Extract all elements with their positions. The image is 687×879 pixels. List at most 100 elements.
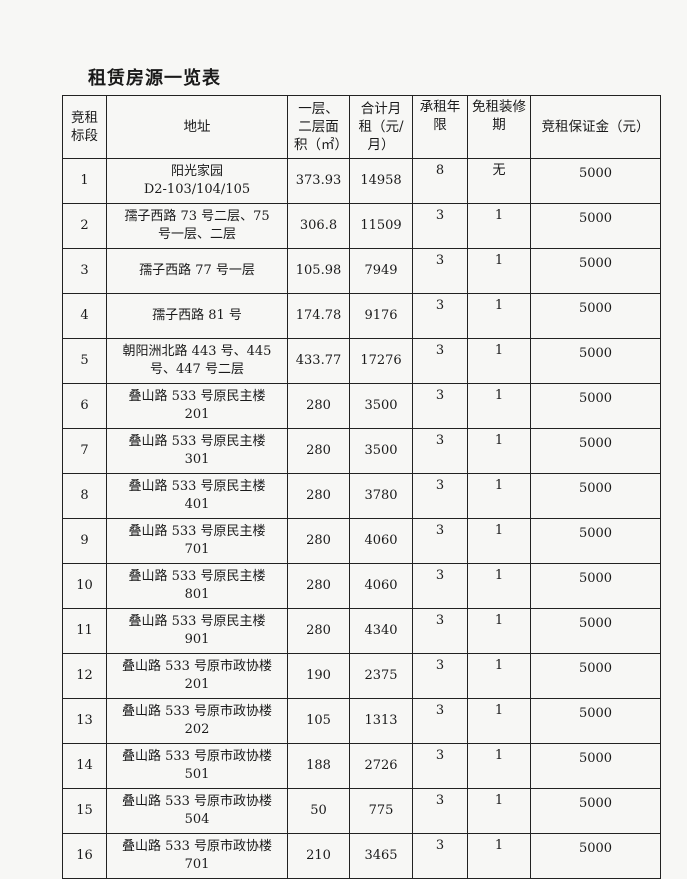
lease-years-cell: 3: [412, 203, 468, 249]
monthly-rent-cell: 4060: [349, 518, 413, 564]
deposit-cell: 5000: [530, 248, 661, 294]
free-period-cell: 1: [467, 653, 531, 699]
table-row: 2 孺子西路 73 号二层、75 号一层、二层 306.8 11509 3 1 5000: [62, 203, 661, 249]
free-period-cell: 1: [467, 518, 531, 564]
address-line: 叠山路 533 号原民主楼: [128, 614, 266, 629]
area-cell: 210: [287, 833, 350, 879]
table-row: 9 叠山路 533 号原民主楼 701 280 4060 3 1 5000: [62, 518, 661, 564]
area-cell: 280: [287, 518, 350, 564]
free-period-cell: 1: [467, 608, 531, 654]
address-cell: 孺子西路 81 号: [106, 293, 288, 339]
monthly-rent-cell: 7949: [349, 248, 413, 294]
address-cell: 叠山路 533 号原市政协楼 504: [106, 788, 288, 834]
lease-years-cell: 3: [412, 608, 468, 654]
free-period-cell: 1: [467, 428, 531, 474]
monthly-rent-cell: 3465: [349, 833, 413, 879]
free-period-cell: 1: [467, 338, 531, 384]
table-row: 5 朝阳洲北路 443 号、445 号、447 号二层 433.77 17276 3 1 50…: [62, 338, 661, 384]
deposit-cell: 5000: [530, 383, 661, 429]
header-lot: 竞租标段: [62, 95, 107, 159]
address-line: 孺子西路 73 号二层、75: [124, 209, 270, 224]
lease-years-cell: 3: [412, 428, 468, 474]
area-cell: 280: [287, 428, 350, 474]
address-line: 504: [184, 812, 210, 827]
monthly-rent-cell: 3780: [349, 473, 413, 519]
address-cell: 叠山路 533 号原民主楼 701: [106, 518, 288, 564]
lease-years-cell: 3: [412, 653, 468, 699]
table-row: 12 叠山路 533 号原市政协楼 201 190 2375 3 1 5000: [62, 653, 661, 699]
address-line: 朝阳洲北路 443 号、445: [122, 344, 272, 359]
address-line: 901: [184, 632, 210, 647]
lot-number-cell: 1: [62, 158, 107, 204]
monthly-rent-cell: 3500: [349, 383, 413, 429]
area-cell: 280: [287, 383, 350, 429]
address-line: 叠山路 533 号原市政协楼: [121, 794, 273, 809]
table-header-row: 竞租标段 地址 一层、二层面积（㎡） 合计月租（元/月） 承租年限 免租装修期 竞租保证金（…: [62, 95, 661, 159]
free-period-cell: 1: [467, 293, 531, 339]
address-line: 叠山路 533 号原民主楼: [128, 434, 266, 449]
lease-years-cell: 3: [412, 833, 468, 879]
table-row: 6 叠山路 533 号原民主楼 201 280 3500 3 1 5000: [62, 383, 661, 429]
address-line: 202: [184, 722, 210, 737]
monthly-rent-cell: 9176: [349, 293, 413, 339]
lot-number-cell: 2: [62, 203, 107, 249]
address-line: 孺子西路 81 号: [152, 308, 242, 323]
document-title: 租赁房源一览表: [88, 68, 221, 89]
address-line: 叠山路 533 号原民主楼: [128, 389, 266, 404]
address-line: 号一层、二层: [157, 227, 236, 242]
lease-years-cell: 3: [412, 743, 468, 789]
table-row: 4 孺子西路 81 号 174.78 9176 3 1 5000: [62, 293, 661, 339]
table-row: 13 叠山路 533 号原市政协楼 202 105 1313 3 1 5000: [62, 698, 661, 744]
lease-years-cell: 3: [412, 698, 468, 744]
area-cell: 174.78: [287, 293, 350, 339]
address-line: 叠山路 533 号原市政协楼: [121, 659, 273, 674]
lot-number-cell: 6: [62, 383, 107, 429]
lot-number-cell: 9: [62, 518, 107, 564]
monthly-rent-cell: 4060: [349, 563, 413, 609]
address-line: 叠山路 533 号原民主楼: [128, 479, 266, 494]
address-line: D2-103/104/105: [143, 182, 251, 197]
deposit-cell: 5000: [530, 743, 661, 789]
address-line: 501: [184, 767, 210, 782]
header-area: 一层、二层面积（㎡）: [287, 95, 350, 159]
header-years: 承租年限: [412, 95, 468, 159]
monthly-rent-cell: 3500: [349, 428, 413, 474]
lease-years-cell: 3: [412, 293, 468, 339]
free-period-cell: 1: [467, 563, 531, 609]
address-line: 401: [184, 497, 210, 512]
header-free-period: 免租装修期: [467, 95, 531, 159]
deposit-cell: 5000: [530, 518, 661, 564]
address-cell: 孺子西路 73 号二层、75 号一层、二层: [106, 203, 288, 249]
address-cell: 叠山路 533 号原市政协楼 201: [106, 653, 288, 699]
area-cell: 280: [287, 563, 350, 609]
rental-table: 竞租标段 地址 一层、二层面积（㎡） 合计月租（元/月） 承租年限 免租装修期 竞租保证金（…: [62, 95, 661, 879]
address-cell: 叠山路 533 号原市政协楼 501: [106, 743, 288, 789]
deposit-cell: 5000: [530, 653, 661, 699]
address-cell: 叠山路 533 号原民主楼 401: [106, 473, 288, 519]
lot-number-cell: 12: [62, 653, 107, 699]
lease-years-cell: 3: [412, 788, 468, 834]
free-period-cell: 1: [467, 473, 531, 519]
lot-number-cell: 14: [62, 743, 107, 789]
lot-number-cell: 10: [62, 563, 107, 609]
deposit-cell: 5000: [530, 698, 661, 744]
table-row: 1 阳光家园 D2-103/104/105 373.93 14958 8 无 5000: [62, 158, 661, 204]
address-cell: 叠山路 533 号原民主楼 201: [106, 383, 288, 429]
free-period-cell: 1: [467, 203, 531, 249]
lot-number-cell: 16: [62, 833, 107, 879]
lot-number-cell: 15: [62, 788, 107, 834]
table-row: 11 叠山路 533 号原民主楼 901 280 4340 3 1 5000: [62, 608, 661, 654]
table-row: 14 叠山路 533 号原市政协楼 501 188 2726 3 1 5000: [62, 743, 661, 789]
deposit-cell: 5000: [530, 788, 661, 834]
monthly-rent-cell: 11509: [349, 203, 413, 249]
address-cell: 叠山路 533 号原市政协楼 701: [106, 833, 288, 879]
monthly-rent-cell: 4340: [349, 608, 413, 654]
lease-years-cell: 3: [412, 518, 468, 564]
area-cell: 373.93: [287, 158, 350, 204]
lot-number-cell: 4: [62, 293, 107, 339]
table-row: 16 叠山路 533 号原市政协楼 701 210 3465 3 1 5000: [62, 833, 661, 879]
address-cell: 叠山路 533 号原民主楼 301: [106, 428, 288, 474]
lease-years-cell: 3: [412, 248, 468, 294]
lot-number-cell: 11: [62, 608, 107, 654]
table-row: 8 叠山路 533 号原民主楼 401 280 3780 3 1 5000: [62, 473, 661, 519]
